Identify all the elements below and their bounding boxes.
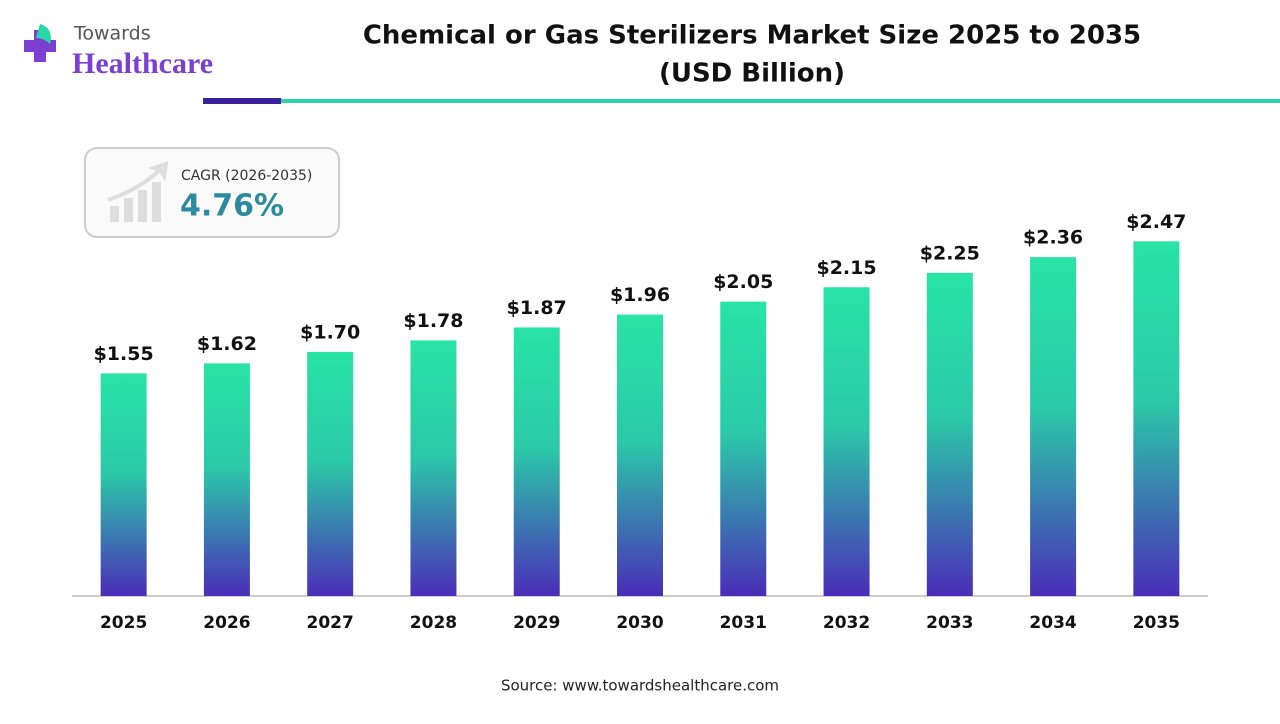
value-label: $2.47 [1126,211,1186,233]
x-tick-label: 2026 [203,613,250,633]
bar [100,373,147,596]
x-tick-label: 2027 [307,613,354,633]
x-tick-label: 2031 [720,613,767,633]
logo-icon [24,30,56,62]
bar [410,340,457,596]
bar [823,287,870,596]
logo-line1: Towards [73,23,151,45]
value-label: $1.87 [507,297,567,319]
value-label: $1.55 [94,343,154,365]
bar [307,351,354,596]
cagr-box: CAGR (2026-2035) 4.76% [84,147,340,238]
x-tick-label: 2035 [1133,613,1180,633]
bar [1133,241,1180,597]
chart-subtitle: (USD Billion) [659,59,845,89]
value-label: $1.78 [403,310,463,332]
cagr-label: CAGR (2026-2035) [181,168,312,184]
bar [1030,257,1077,596]
value-label: $2.05 [713,271,773,293]
bar [926,272,973,596]
value-label: $2.25 [920,242,980,264]
bar [203,363,250,596]
value-label: $1.96 [610,284,670,306]
x-tick-label: 2030 [616,613,663,633]
logo-line2: Healthcare [72,47,213,80]
x-tick-label: 2033 [926,613,973,633]
cagr-icon [110,206,119,222]
x-tick-label: 2034 [1029,613,1076,633]
bar [617,314,663,596]
value-label: $1.70 [300,321,360,343]
divider-light [281,99,1280,103]
cagr-icon [152,182,161,222]
value-label: $1.62 [197,333,257,355]
source: Source: www.towardshealthcare.com [501,677,779,695]
cagr-icon [107,161,169,202]
cagr-icon [138,190,147,222]
cagr-frame [84,147,340,238]
x-tick-label: 2029 [513,613,560,633]
x-tick-label: 2028 [410,613,457,633]
value-label: $2.15 [816,257,876,279]
bar [513,327,560,596]
cagr-value: 4.76% [180,189,284,224]
x-tick-label: 2032 [823,613,870,633]
value-label: $2.36 [1023,227,1083,249]
logo-leaf [36,24,51,44]
chart-title: Chemical or Gas Sterilizers Market Size … [363,21,1141,51]
logo: Towards Healthcare [24,23,213,80]
bar [720,301,767,596]
x-tick-label: 2025 [100,613,147,633]
divider-dark [203,98,281,104]
cagr-icon [124,198,133,222]
